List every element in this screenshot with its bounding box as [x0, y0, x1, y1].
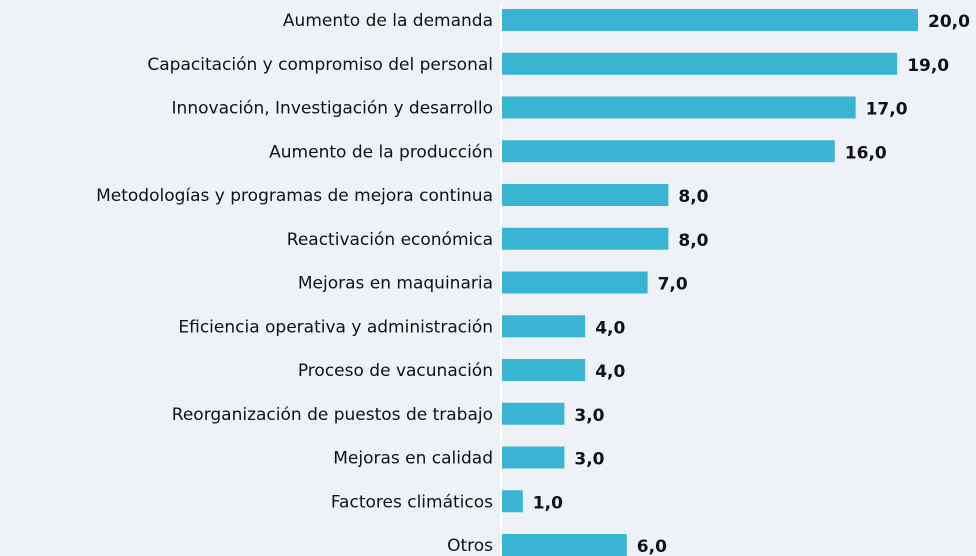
value-label: 6,0 — [637, 537, 667, 556]
category-label: Reorganización de puestos de trabajo — [172, 405, 493, 425]
bar — [502, 184, 669, 206]
value-label: 1,0 — [533, 493, 563, 513]
category-label: Factores climáticos — [331, 492, 493, 512]
bar — [502, 52, 898, 75]
bar — [502, 315, 586, 338]
category-label: Aumento de la producción — [269, 142, 493, 162]
bar — [502, 227, 669, 250]
category-label: Metodologías y programas de mejora conti… — [96, 186, 493, 206]
bar — [502, 534, 627, 556]
category-label: Reactivación económica — [287, 230, 493, 250]
category-label: Mejoras en maquinaria — [298, 274, 493, 294]
value-label: 3,0 — [574, 450, 604, 470]
category-label: Otros — [447, 536, 493, 556]
value-label: 7,0 — [658, 275, 688, 295]
bar — [502, 9, 918, 31]
bar — [502, 96, 856, 119]
bar — [502, 140, 835, 163]
category-label: Innovación, Investigación y desarrollo — [172, 99, 493, 119]
category-label: Proceso de vacunación — [298, 361, 493, 381]
value-label: 19,0 — [907, 56, 949, 76]
value-label: 3,0 — [574, 406, 604, 426]
category-label: Aumento de la demanda — [283, 11, 493, 31]
bar — [502, 446, 565, 469]
value-label: 4,0 — [595, 362, 625, 382]
value-label: 20,0 — [928, 12, 970, 32]
category-label: Mejoras en calidad — [333, 449, 493, 469]
category-label: Capacitación y compromiso del personal — [147, 55, 493, 75]
value-label: 17,0 — [866, 100, 908, 120]
value-label: 16,0 — [845, 143, 887, 163]
bar — [502, 490, 523, 513]
category-label: Eficiencia operativa y administración — [178, 317, 493, 337]
bar — [502, 359, 586, 381]
value-label: 8,0 — [678, 187, 708, 207]
bar — [502, 402, 565, 425]
value-label: 4,0 — [595, 318, 625, 338]
value-label: 8,0 — [678, 231, 708, 251]
bar — [502, 271, 648, 294]
